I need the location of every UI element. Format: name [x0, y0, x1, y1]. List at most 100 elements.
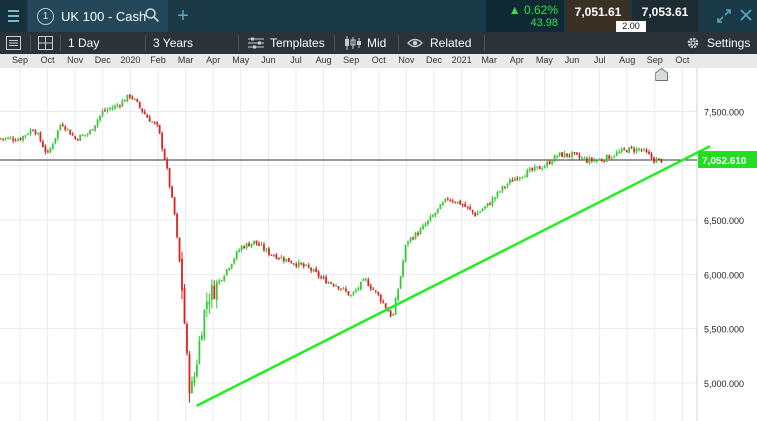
- range-select[interactable]: 3 Years: [153, 36, 194, 50]
- time-axis-label: Apr: [509, 55, 524, 65]
- instrument-number-badge: 1: [37, 7, 54, 25]
- candle-body: [660, 158, 663, 163]
- layout-grid-icon[interactable]: [38, 36, 53, 50]
- candle-body: [186, 324, 188, 354]
- candle-body: [171, 186, 173, 198]
- time-axis-label: Dec: [94, 55, 111, 65]
- candle-body: [486, 203, 489, 206]
- time-axis-label: Apr: [206, 55, 221, 65]
- search-icon[interactable]: [144, 7, 160, 23]
- candle-body: [538, 166, 541, 170]
- candle-body: [446, 198, 449, 200]
- candle-body: [551, 161, 554, 164]
- candle-body: [141, 108, 144, 112]
- candle-body: [128, 94, 131, 98]
- candle-body: [531, 168, 534, 171]
- candle-body: [449, 200, 452, 202]
- candle-body: [382, 301, 385, 303]
- templates-icon[interactable]: [248, 37, 264, 49]
- candle-body: [618, 151, 621, 153]
- time-axis-label: May: [535, 55, 553, 65]
- related-button[interactable]: Related: [430, 36, 472, 50]
- candle-body: [464, 203, 467, 207]
- candle-body: [340, 288, 342, 290]
- settings-button[interactable]: Settings: [707, 36, 751, 50]
- candle-body: [305, 264, 308, 266]
- time-axis-label: Aug: [315, 55, 332, 65]
- up-arrow-icon: ▲: [508, 3, 521, 17]
- candle-body: [260, 244, 263, 246]
- candle-body: [367, 279, 370, 287]
- eye-icon[interactable]: [407, 37, 423, 49]
- candle-body: [213, 286, 216, 299]
- divider: [484, 35, 485, 51]
- candle-body: [0, 138, 2, 140]
- candle-body: [300, 262, 303, 265]
- candle-body: [469, 206, 472, 210]
- candle-body: [34, 130, 37, 134]
- candle-body: [290, 261, 293, 264]
- price-chart[interactable]: 5,000.000 5,500.000 6,000.000 6,500.000 7,50…: [0, 68, 757, 421]
- candle-body: [593, 160, 596, 162]
- expand-icon[interactable]: [716, 8, 732, 24]
- candle-body: [561, 152, 563, 157]
- candle-body: [372, 288, 375, 290]
- candle-body: [588, 157, 591, 164]
- candle-body: [541, 168, 544, 170]
- candle-body: [74, 136, 77, 139]
- close-icon[interactable]: [740, 9, 752, 21]
- candle-body: [608, 155, 611, 159]
- candle-body: [573, 152, 576, 154]
- time-axis-label: Jun: [564, 55, 580, 65]
- candle-body: [320, 277, 323, 279]
- candle-body: [200, 335, 203, 341]
- candle-body: [342, 287, 345, 289]
- interval-select[interactable]: 1 Day: [68, 36, 100, 50]
- candle-body: [461, 204, 464, 206]
- candle-body: [504, 186, 506, 188]
- time-axis-label: Jul: [290, 55, 302, 65]
- candle-body: [126, 94, 129, 102]
- candle-body: [533, 166, 536, 171]
- candle-body: [640, 149, 643, 151]
- candle-body: [307, 265, 310, 268]
- candle-body: [384, 303, 387, 309]
- instrument-tab[interactable]: 1 UK 100 - Cash: [28, 0, 168, 32]
- candle-body: [14, 140, 17, 142]
- candle-body: [653, 157, 655, 163]
- menu-icon[interactable]: [0, 0, 26, 32]
- candle-body: [568, 155, 571, 157]
- templates-button[interactable]: Templates: [270, 36, 325, 50]
- price-type-select[interactable]: Mid: [367, 36, 387, 50]
- candle-body: [474, 212, 477, 217]
- candle-body: [79, 134, 82, 141]
- candle-body: [89, 130, 92, 134]
- candle-body: [526, 170, 529, 178]
- candle-body: [39, 132, 42, 142]
- candle-body: [96, 120, 99, 126]
- candle-body: [64, 126, 67, 130]
- instrument-name: UK 100 - Cash: [61, 8, 147, 24]
- candle-body: [205, 301, 208, 309]
- time-axis-label: Sep: [343, 55, 360, 65]
- candle-body: [598, 159, 601, 161]
- add-tab-button[interactable]: +: [177, 5, 189, 27]
- candle-body: [459, 200, 462, 205]
- candle-body: [583, 158, 586, 160]
- candle-body: [61, 124, 64, 127]
- candle-body: [76, 138, 79, 141]
- gear-icon[interactable]: [686, 36, 700, 50]
- candle-body: [287, 257, 290, 262]
- candle-body: [479, 211, 481, 213]
- candle-body: [188, 354, 191, 394]
- candle-body: [9, 137, 12, 139]
- candle-body: [610, 157, 613, 159]
- list-icon[interactable]: [6, 36, 21, 50]
- candle-body: [12, 138, 14, 141]
- candlestick-icon[interactable]: [344, 36, 362, 50]
- candle-body: [374, 290, 377, 292]
- candle-body: [225, 269, 228, 276]
- candle-body: [198, 340, 201, 364]
- candle-body: [648, 151, 650, 154]
- scroll-to-end-marker[interactable]: [655, 68, 668, 81]
